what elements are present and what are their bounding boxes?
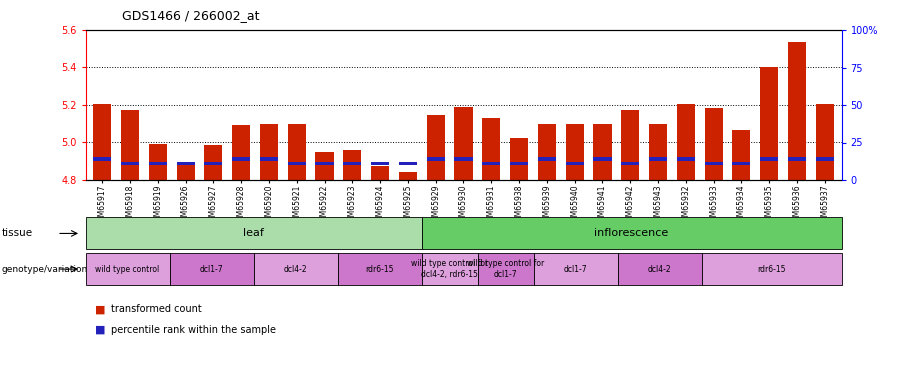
Text: dcl4-2: dcl4-2 (284, 265, 307, 274)
Bar (232, 158, 250, 160)
Bar (621, 110, 639, 180)
Bar (482, 118, 500, 180)
Text: wild type control for
dcl4-2, rdr6-15: wild type control for dcl4-2, rdr6-15 (411, 260, 488, 279)
Bar (121, 110, 139, 180)
Bar (593, 124, 611, 180)
Bar (371, 166, 389, 180)
Bar (288, 162, 306, 165)
Bar (760, 68, 778, 180)
Bar (510, 138, 528, 180)
Bar (371, 162, 389, 165)
Bar (815, 158, 834, 160)
Bar (733, 162, 751, 165)
Text: genotype/variation: genotype/variation (2, 265, 88, 274)
Bar (649, 124, 667, 180)
Bar (454, 107, 472, 180)
Bar (815, 104, 834, 180)
Text: tissue: tissue (2, 228, 33, 238)
Bar (482, 162, 500, 165)
Bar (760, 158, 778, 160)
Bar (343, 150, 362, 180)
Text: percentile rank within the sample: percentile rank within the sample (111, 325, 275, 335)
Text: ■: ■ (94, 325, 105, 335)
Text: rdr6-15: rdr6-15 (757, 265, 786, 274)
Text: dcl1-7: dcl1-7 (563, 265, 588, 274)
Text: wild type control: wild type control (95, 265, 159, 274)
Bar (565, 162, 584, 165)
Bar (148, 162, 166, 165)
Bar (593, 158, 611, 160)
Bar (343, 162, 362, 165)
Bar (260, 124, 278, 180)
Text: ■: ■ (94, 304, 105, 314)
Bar (427, 158, 445, 160)
Bar (176, 162, 194, 180)
Text: rdr6-15: rdr6-15 (365, 265, 394, 274)
Bar (427, 116, 445, 180)
Text: leaf: leaf (243, 228, 264, 238)
Bar (538, 158, 556, 160)
Bar (399, 172, 417, 180)
Bar (176, 162, 194, 165)
Bar (538, 124, 556, 180)
Text: dcl4-2: dcl4-2 (648, 265, 671, 274)
Bar (288, 124, 306, 180)
Bar (93, 158, 112, 160)
Bar (510, 162, 528, 165)
Bar (788, 158, 806, 160)
Bar (316, 152, 334, 180)
Bar (705, 162, 723, 165)
Bar (121, 162, 139, 165)
Text: wild type control for
dcl1-7: wild type control for dcl1-7 (467, 260, 544, 279)
Text: inflorescence: inflorescence (594, 228, 669, 238)
Bar (565, 124, 584, 180)
Bar (705, 108, 723, 180)
Bar (260, 158, 278, 160)
Text: transformed count: transformed count (111, 304, 202, 314)
Bar (93, 104, 112, 180)
Bar (621, 162, 639, 165)
Bar (232, 124, 250, 180)
Bar (677, 104, 695, 180)
Bar (454, 158, 472, 160)
Bar (204, 162, 222, 165)
Text: GDS1466 / 266002_at: GDS1466 / 266002_at (122, 9, 259, 22)
Bar (148, 144, 166, 180)
Bar (204, 145, 222, 180)
Bar (649, 158, 667, 160)
Bar (733, 130, 751, 180)
Bar (399, 162, 417, 165)
Bar (677, 158, 695, 160)
Bar (316, 162, 334, 165)
Text: dcl1-7: dcl1-7 (200, 265, 223, 274)
Bar (788, 42, 806, 180)
